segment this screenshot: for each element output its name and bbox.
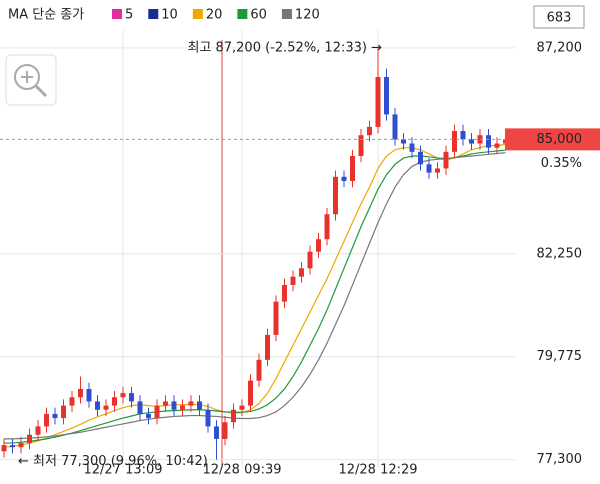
candle-body xyxy=(52,413,58,419)
candle-body xyxy=(188,401,194,406)
candle-body xyxy=(299,268,304,277)
zoom-button[interactable] xyxy=(5,54,57,106)
current-price-label: 85,000 xyxy=(537,132,583,147)
candle-body xyxy=(324,214,330,240)
ma-line xyxy=(3,143,506,448)
candle-body xyxy=(137,401,143,414)
candle-body xyxy=(171,401,177,410)
candle-body xyxy=(61,405,66,419)
zoom-box[interactable] xyxy=(5,54,57,106)
legend-swatch xyxy=(148,9,159,19)
x-tick-label: 12/27 13:09 xyxy=(83,463,162,478)
candle-body xyxy=(469,139,474,144)
candle-body xyxy=(307,251,313,269)
y-tick-label: 87,200 xyxy=(537,40,583,55)
count: 683 xyxy=(547,11,572,26)
legend-swatch xyxy=(192,9,203,19)
candle-body xyxy=(460,131,466,140)
current-price-box xyxy=(505,128,600,151)
legend-label: 20 xyxy=(206,8,223,23)
candle-body xyxy=(69,397,75,406)
candle-body xyxy=(103,405,109,410)
low-note: ← 최저 77,300 (9.96%, 10:42) xyxy=(18,454,208,469)
x-tick-label: 12/28 12:29 xyxy=(338,463,417,478)
candle-body xyxy=(129,393,134,402)
candle-body xyxy=(205,409,211,427)
candle-body xyxy=(35,426,41,435)
y-tick-label: 79,775 xyxy=(537,349,583,364)
legend-swatch xyxy=(281,9,292,19)
candle-body xyxy=(27,434,32,444)
candle-body xyxy=(341,176,347,181)
candle-body xyxy=(367,126,372,136)
candle-body xyxy=(282,284,287,302)
y-tick-label: 82,250 xyxy=(537,246,583,261)
legend-label: 10 xyxy=(161,8,178,23)
candle-body xyxy=(392,114,398,140)
candle-body xyxy=(316,239,321,252)
candle-body xyxy=(120,393,126,398)
candle-body xyxy=(154,405,160,419)
x-tick-label: 12/28 09:39 xyxy=(202,463,281,478)
zoom-icon xyxy=(14,64,40,90)
candle-body xyxy=(44,413,49,427)
candle-body xyxy=(112,397,117,406)
candle-body xyxy=(231,409,236,423)
candle-body xyxy=(350,156,355,181)
candle-body xyxy=(10,445,15,448)
candle-body xyxy=(401,139,406,144)
candle-body xyxy=(214,426,219,439)
candle-body xyxy=(443,151,449,169)
candle-body xyxy=(78,388,83,398)
legend-label: 60 xyxy=(250,8,267,23)
legend-title: MA 단순 종가 xyxy=(8,8,84,23)
legend-swatch xyxy=(112,9,122,19)
candle-body xyxy=(290,276,296,285)
candle-body xyxy=(95,401,100,410)
candle-body xyxy=(384,76,389,115)
candle-body xyxy=(375,76,381,127)
candle-body xyxy=(197,401,202,410)
candle-body xyxy=(435,168,440,173)
candle-body xyxy=(1,445,7,452)
candle-body xyxy=(426,164,432,173)
legend-label: 120 xyxy=(295,8,320,23)
candle-body xyxy=(163,401,168,406)
candle-body xyxy=(418,151,423,165)
y-tick-label: 77,300 xyxy=(537,452,583,467)
candle-body xyxy=(180,405,185,410)
candle-body xyxy=(358,135,364,156)
candle-body xyxy=(273,301,279,335)
candle-body xyxy=(222,422,228,439)
zoom-icon xyxy=(34,84,48,98)
candle-body xyxy=(239,405,245,410)
candle-body xyxy=(265,334,270,360)
candle-body xyxy=(486,135,491,148)
count-box xyxy=(533,5,585,29)
legend-swatch xyxy=(237,9,248,19)
candle-body xyxy=(86,388,92,402)
candle-body xyxy=(248,380,253,406)
candle-body xyxy=(409,143,415,152)
candle-body xyxy=(146,413,151,419)
current-change: 0.35% xyxy=(541,156,582,171)
candle-body xyxy=(494,143,500,148)
high-note: 최고 87,200 (-2.52%, 12:33) → xyxy=(187,41,382,56)
candle-body xyxy=(18,443,24,448)
candle-body xyxy=(333,176,338,215)
candle-body xyxy=(256,359,262,381)
legend-label: 5 xyxy=(125,8,133,23)
candle-body xyxy=(452,131,457,152)
